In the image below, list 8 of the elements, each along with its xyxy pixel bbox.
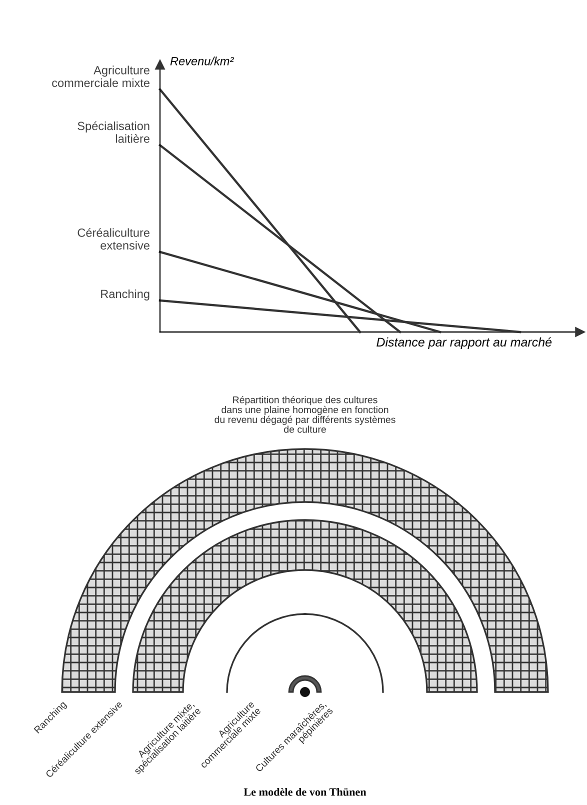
series-label: Spécialisation laitière (78, 121, 150, 143)
x-axis-title: Distance par rapport au marché (376, 337, 552, 350)
text: Répartition théorique des cultures dans une plaine homogène en fonction du revenu dégagé par différents systèmes de culture (214, 396, 396, 433)
text: Le modèle de von Thünen (244, 788, 366, 796)
y-axis-title: Revenu/km² (170, 56, 234, 66)
series-label: Ranching (101, 289, 150, 300)
legend-label: Agriculture commerciale mixte (52, 66, 150, 88)
series-label: Céréaliculture extensive (78, 228, 150, 250)
